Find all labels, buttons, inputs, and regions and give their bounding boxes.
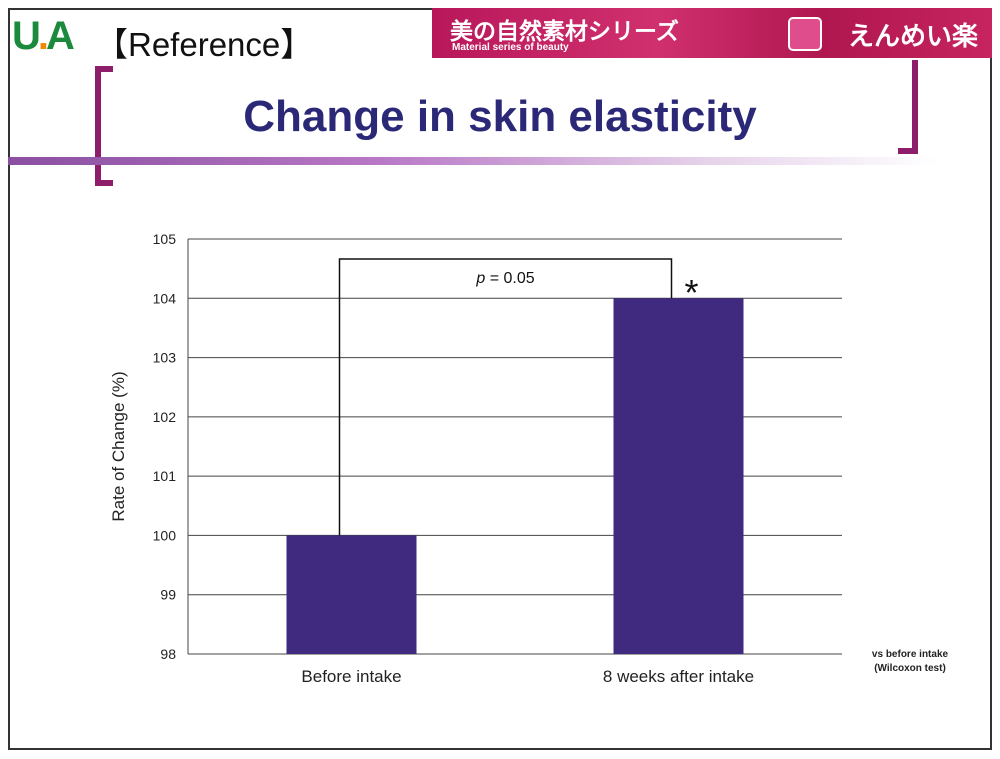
x-tick-label: 8 weeks after intake bbox=[603, 667, 754, 686]
y-tick-label: 100 bbox=[153, 527, 177, 543]
significance-asterisk: * bbox=[684, 272, 698, 313]
bracket-left-bottom bbox=[95, 180, 113, 186]
y-tick-label: 103 bbox=[153, 350, 177, 366]
test-note: (Wilcoxon test) bbox=[874, 663, 946, 674]
reference-label: 【Reference】 bbox=[95, 26, 314, 63]
y-axis-label: Rate of Change (%) bbox=[109, 371, 128, 521]
ua-logo: U.A bbox=[12, 14, 75, 58]
x-tick-label: Before intake bbox=[301, 667, 401, 686]
bracket-left-top bbox=[95, 66, 113, 72]
banner-en: Material series of beauty bbox=[452, 42, 569, 53]
y-tick-label: 99 bbox=[160, 587, 176, 603]
bar bbox=[613, 298, 744, 654]
test-note: vs before intake bbox=[872, 649, 949, 660]
slide-title: Change in skin elasticity bbox=[243, 92, 757, 141]
p-value-label: p = 0.05 bbox=[475, 270, 534, 287]
y-tick-label: 102 bbox=[153, 409, 177, 425]
title-rule bbox=[8, 157, 938, 165]
y-tick-label: 98 bbox=[160, 646, 176, 662]
y-tick-label: 101 bbox=[153, 468, 177, 484]
bracket-left bbox=[95, 66, 101, 186]
y-tick-label: 105 bbox=[153, 231, 177, 247]
bracket-right-bottom bbox=[898, 148, 918, 154]
banner-jp: 美の自然素材シリーズ bbox=[450, 18, 679, 45]
brand-icon bbox=[788, 17, 822, 51]
bracket-right bbox=[912, 60, 918, 154]
y-tick-label: 104 bbox=[153, 290, 177, 306]
bar bbox=[286, 535, 417, 654]
brand-name: えんめい楽 bbox=[847, 21, 978, 51]
significance-bracket bbox=[338, 258, 673, 536]
series-banner: 美の自然素材シリーズ Material series of beauty えんめ… bbox=[432, 8, 992, 58]
